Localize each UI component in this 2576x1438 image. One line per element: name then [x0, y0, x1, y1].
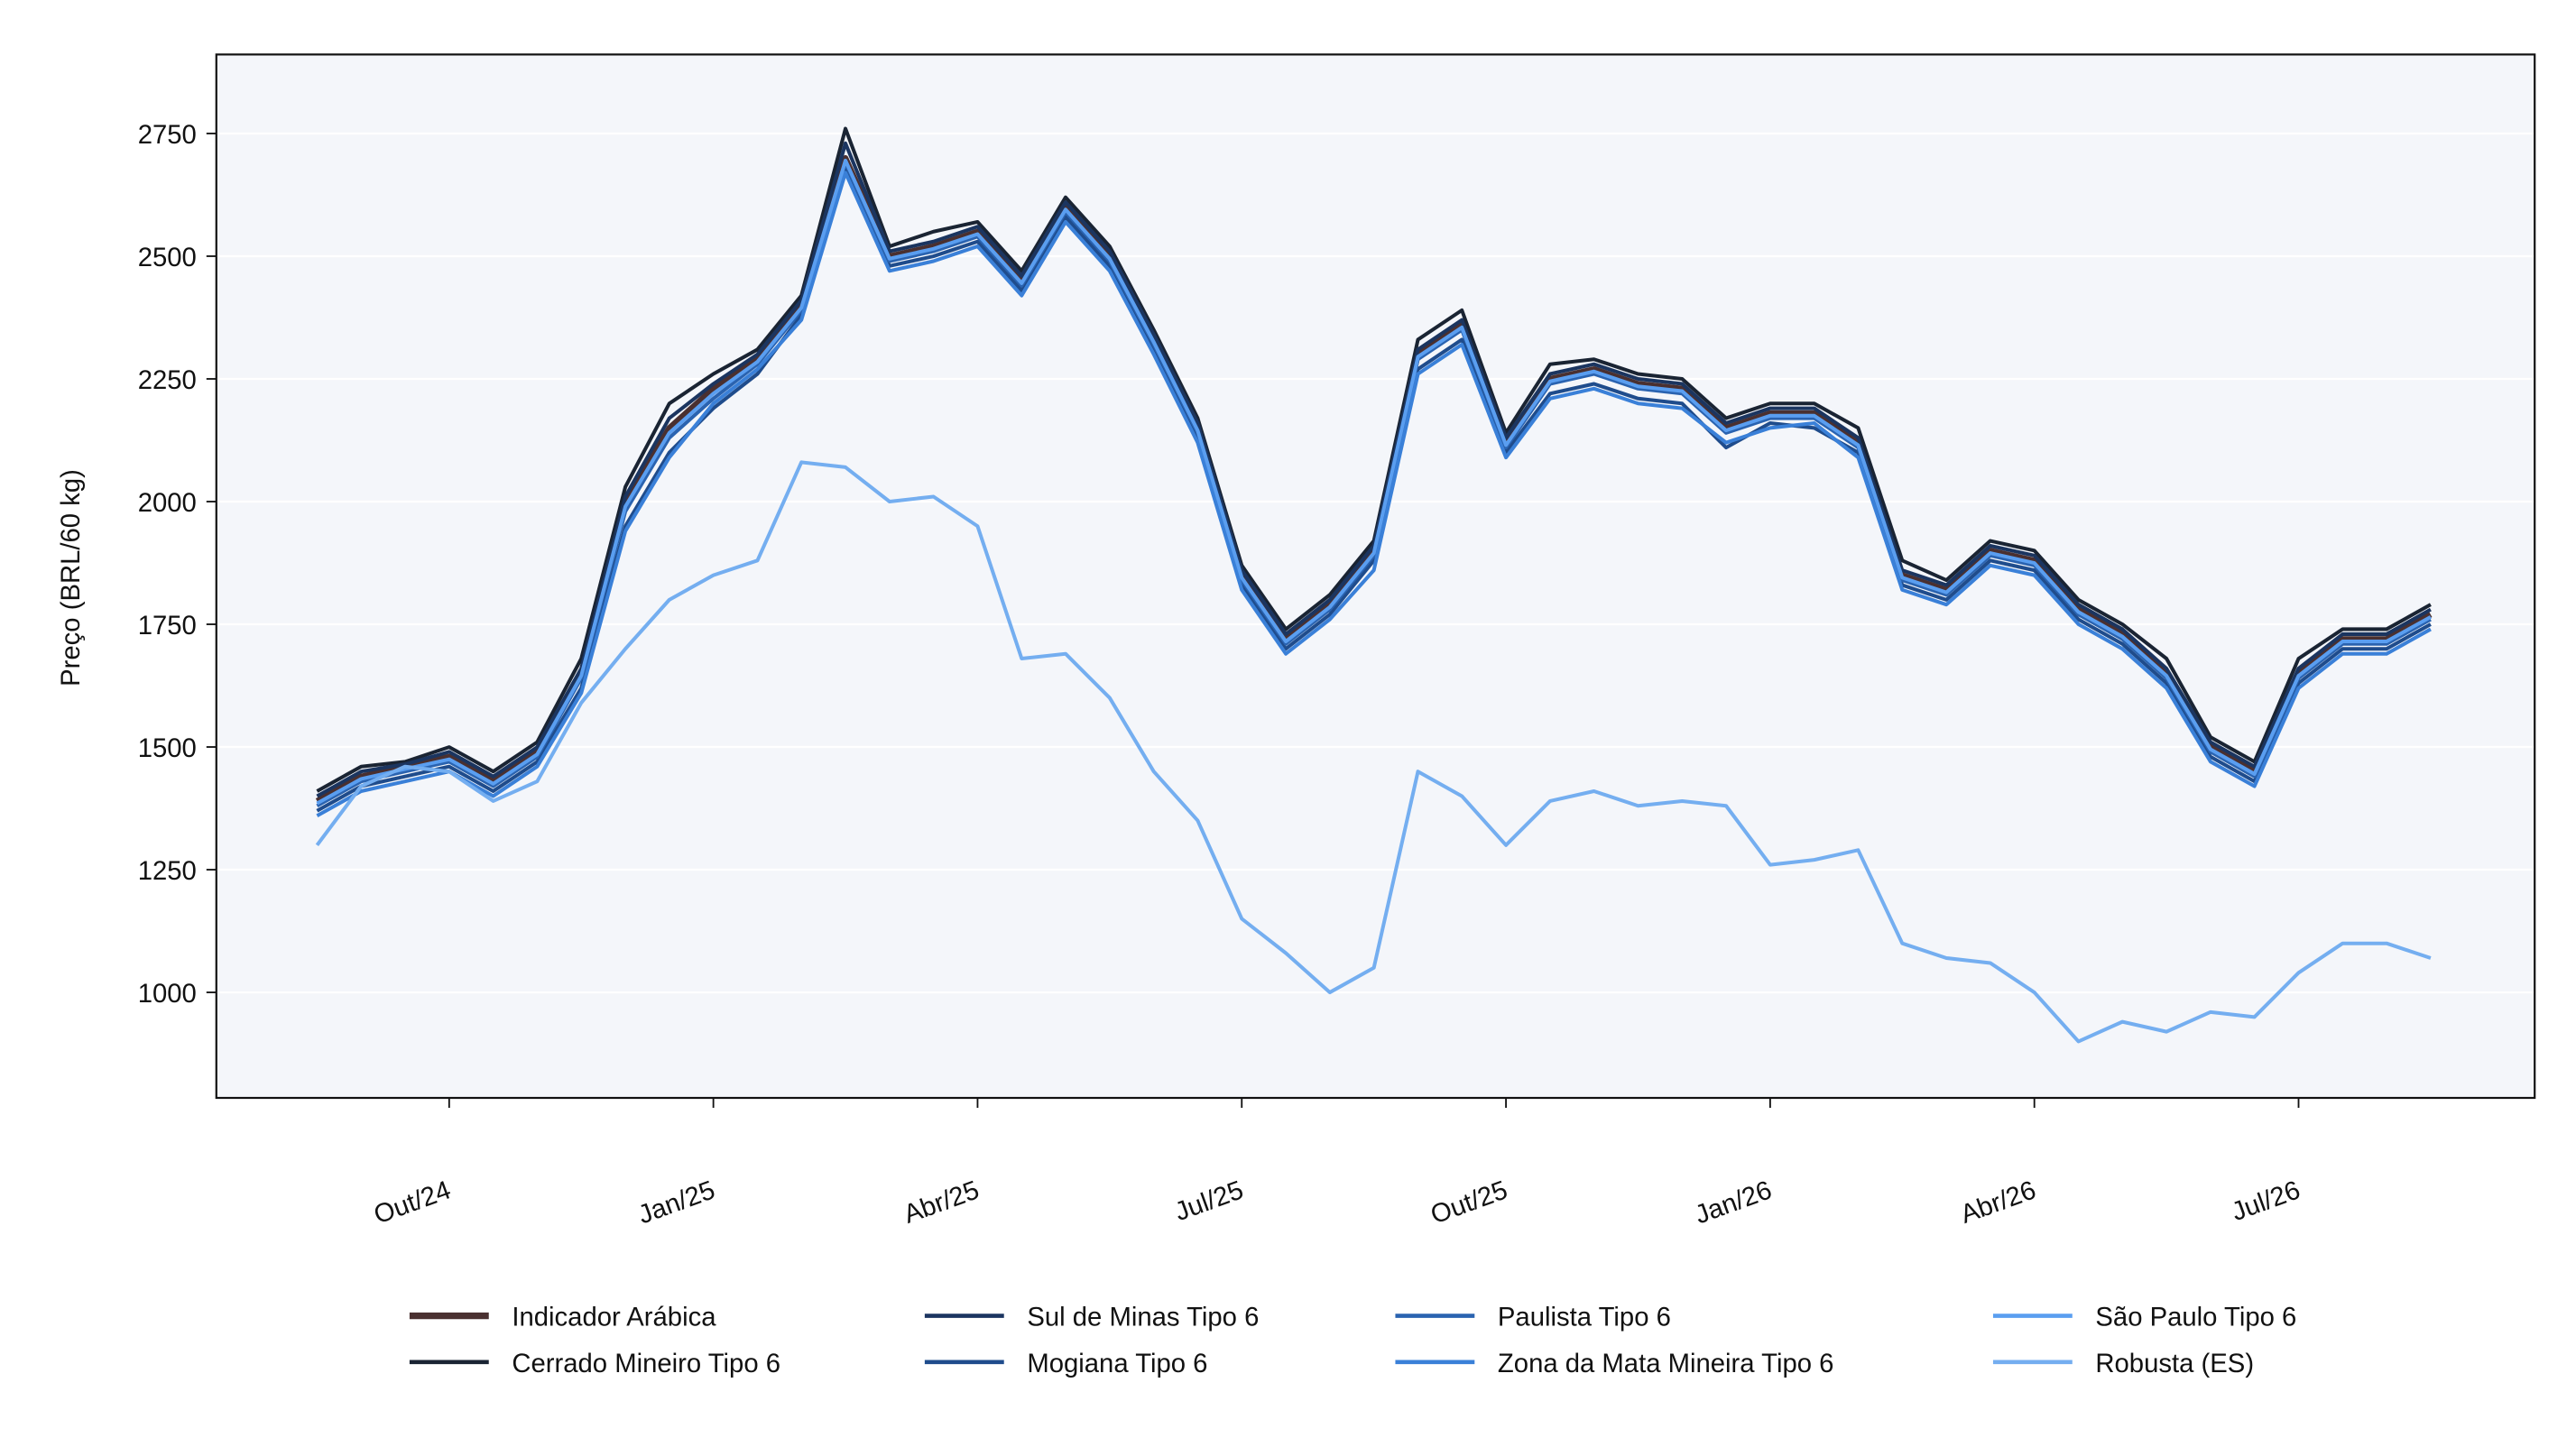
legend-label: Sul de Minas Tipo 6 [1027, 1303, 1259, 1332]
x-tick-label: Jul/25 [1171, 1175, 1248, 1227]
y-axis-label: Preço (BRL/60 kg) [56, 469, 86, 687]
y-tick-label: 1250 [138, 856, 197, 886]
plot-area [216, 54, 2535, 1099]
y-tick-label: 2750 [138, 120, 197, 150]
y-tick-label: 2250 [138, 365, 197, 395]
legend-label: Mogiana Tipo 6 [1027, 1349, 1207, 1378]
legend-label: Zona da Mata Mineira Tipo 6 [1498, 1349, 1834, 1378]
axes-frame [215, 53, 2536, 1100]
y-tick-label: 1750 [138, 611, 197, 641]
y-tick-label: 2000 [138, 488, 197, 518]
x-tick-label: Jan/26 [1691, 1175, 1776, 1230]
y-tick-label: 2500 [138, 243, 197, 272]
legend-label: Cerrado Mineiro Tipo 6 [512, 1349, 780, 1378]
series-line [316, 166, 2432, 813]
legend-label: Paulista Tipo 6 [1498, 1303, 1671, 1332]
x-tick-label: Abr/26 [1956, 1175, 2039, 1230]
x-tick-label: Out/24 [370, 1175, 455, 1230]
legend-label: Robusta (ES) [2095, 1349, 2254, 1378]
y-tick-label: 1000 [138, 979, 197, 1009]
x-tick-label: Out/25 [1426, 1175, 1511, 1230]
legend-label: São Paulo Tipo 6 [2095, 1303, 2296, 1332]
series-line [315, 460, 2432, 1044]
series-line [316, 171, 2432, 818]
y-tick-label: 1500 [138, 733, 197, 763]
series-line [316, 158, 2432, 806]
x-tick-label: Jan/25 [634, 1175, 719, 1230]
x-tick-label: Jul/26 [2228, 1175, 2304, 1227]
legend-label: Indicador Arábica [512, 1303, 716, 1332]
legend: Indicador Arábica Cerrado Mineiro Tipo 6 S… [409, 1303, 2296, 1378]
x-tick-label: Abr/25 [900, 1175, 983, 1230]
